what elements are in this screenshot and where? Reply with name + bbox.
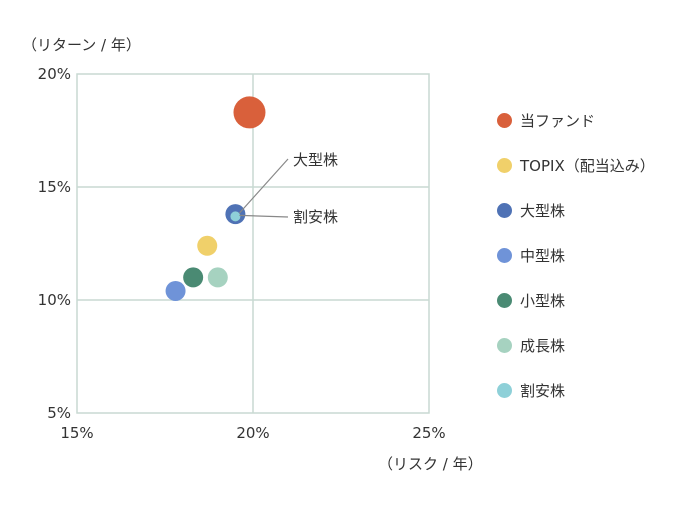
legend-item: 大型株	[497, 188, 655, 233]
legend: 当ファンド TOPIX（配当込み） 大型株中型株小型株成長株割安株	[497, 98, 655, 413]
data-point	[230, 211, 241, 222]
legend-label: 小型株	[520, 292, 566, 310]
legend-label: 大型株	[520, 202, 566, 220]
legend-swatch	[497, 383, 512, 398]
annotation-leader	[239, 214, 289, 218]
legend-label: TOPIX（配当込み）	[520, 157, 655, 175]
data-point	[233, 96, 266, 129]
legend-item: 小型株	[497, 278, 655, 323]
legend-item: 割安株	[497, 368, 655, 413]
legend-swatch	[497, 113, 512, 128]
legend-item: 中型株	[497, 233, 655, 278]
y-tick-label: 20%	[38, 65, 71, 83]
legend-swatch	[497, 338, 512, 353]
x-tick-label: 20%	[236, 424, 269, 442]
data-points	[165, 96, 266, 301]
legend-swatch	[497, 248, 512, 263]
annotation-label: 割安株	[293, 208, 338, 226]
tick-labels: 5% 10% 15% 20% 15% 20% 25%	[38, 65, 446, 442]
x-tick-label: 15%	[60, 424, 93, 442]
legend-label: 当ファンド	[520, 112, 596, 130]
y-tick-label: 5%	[47, 404, 71, 422]
legend-swatch	[497, 203, 512, 218]
data-point	[183, 267, 204, 288]
legend-item: 成長株	[497, 323, 655, 368]
legend-item: 当ファンド	[497, 98, 655, 143]
legend-item: TOPIX（配当込み）	[497, 143, 655, 188]
grid	[76, 73, 430, 414]
x-tick-label: 25%	[412, 424, 445, 442]
legend-label: 割安株	[520, 382, 566, 400]
data-point	[197, 235, 218, 256]
legend-label: 成長株	[520, 337, 566, 355]
legend-swatch	[497, 158, 512, 173]
y-axis-title: （リターン / 年）	[22, 36, 141, 54]
y-tick-label: 10%	[38, 291, 71, 309]
annotation-label: 大型株	[293, 151, 338, 169]
x-axis-title: （リスク / 年）	[378, 455, 483, 473]
data-point	[207, 267, 228, 288]
legend-swatch	[497, 293, 512, 308]
annotation-leader	[238, 158, 289, 214]
legend-label: 中型株	[520, 247, 566, 265]
data-point	[165, 280, 186, 301]
y-tick-label: 15%	[38, 178, 71, 196]
